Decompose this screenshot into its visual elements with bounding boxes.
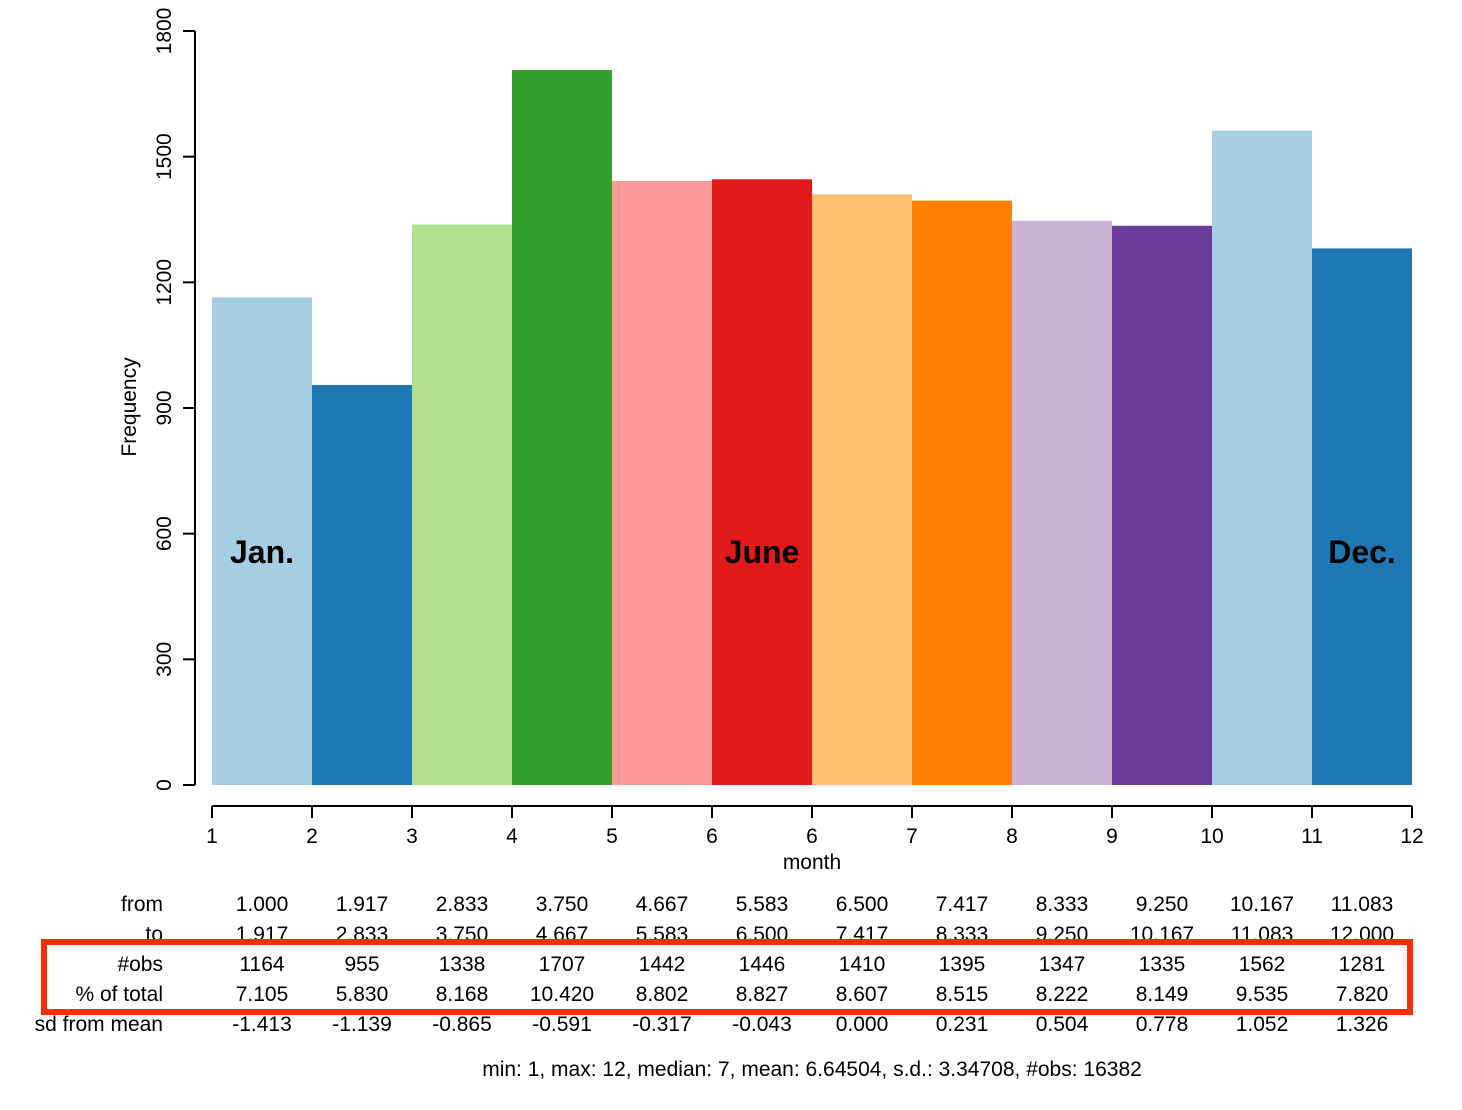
table-row-label-4: sd from mean bbox=[35, 1013, 163, 1036]
table-cell-2-1: 955 bbox=[344, 953, 379, 976]
summary-line: min: 1, max: 12, median: 7, mean: 6.6450… bbox=[482, 1058, 1142, 1081]
table-cell-2-2: 1338 bbox=[439, 953, 486, 976]
x-tick-label-8: 8 bbox=[1006, 825, 1018, 848]
table-cell-2-3: 1707 bbox=[539, 953, 586, 976]
table-cell-4-8: 0.504 bbox=[1036, 1013, 1089, 1036]
bar-8 bbox=[912, 200, 1012, 785]
y-tick-label-0: 0 bbox=[153, 779, 176, 791]
table-cell-4-5: -0.043 bbox=[732, 1013, 792, 1036]
table-row-label-3: % of total bbox=[75, 983, 163, 1006]
table-cell-4-7: 0.231 bbox=[936, 1013, 989, 1036]
table-cell-0-6: 6.500 bbox=[836, 893, 889, 916]
table-cell-3-0: 7.105 bbox=[236, 983, 289, 1006]
annotation-2: June bbox=[725, 534, 800, 570]
table-cell-2-4: 1442 bbox=[639, 953, 686, 976]
table-row-label-2: #obs bbox=[117, 953, 163, 976]
annotation-3: Dec. bbox=[1328, 534, 1396, 570]
table-cell-0-8: 8.333 bbox=[1036, 893, 1089, 916]
x-tick-label-2: 3 bbox=[406, 825, 418, 848]
table-cell-2-5: 1446 bbox=[739, 953, 786, 976]
bar-7 bbox=[812, 194, 912, 785]
table-cell-2-6: 1410 bbox=[839, 953, 886, 976]
x-tick-label-9: 9 bbox=[1106, 825, 1118, 848]
y-axis: 0 300 600 900 1200 1500 1800 bbox=[153, 8, 196, 791]
bar-9 bbox=[1012, 220, 1112, 786]
x-tick-label-11: 11 bbox=[1301, 825, 1323, 848]
bar-2 bbox=[312, 384, 412, 785]
bar-5 bbox=[612, 180, 712, 785]
y-tick-label-6: 1800 bbox=[153, 8, 176, 55]
y-tick-label-4: 1200 bbox=[153, 259, 176, 306]
x-tick-label-1: 2 bbox=[306, 825, 318, 848]
highlight-box bbox=[41, 939, 1413, 1015]
x-tick-label-4: 5 bbox=[606, 825, 618, 848]
table-cell-3-3: 10.420 bbox=[530, 983, 594, 1006]
table-cell-2-10: 1562 bbox=[1239, 953, 1286, 976]
table-cell-3-9: 8.149 bbox=[1136, 983, 1189, 1006]
table-cell-0-1: 1.917 bbox=[336, 893, 389, 916]
x-tick-label-5: 6 bbox=[706, 825, 718, 848]
x-tick-label-10: 10 bbox=[1200, 825, 1223, 848]
table-cell-0-3: 3.750 bbox=[536, 893, 589, 916]
table-row-label-0: from bbox=[121, 893, 163, 916]
y-tick-label-3: 900 bbox=[153, 390, 176, 425]
y-tick-label-1: 300 bbox=[153, 642, 176, 677]
x-axis-title: month bbox=[783, 851, 841, 874]
table-cell-2-7: 1395 bbox=[939, 953, 986, 976]
table-cell-4-3: -0.591 bbox=[532, 1013, 592, 1036]
table-cell-3-1: 5.830 bbox=[336, 983, 389, 1006]
table-cell-4-11: 1.326 bbox=[1336, 1013, 1389, 1036]
x-axis: 1 2 3 4 5 6 6 7 8 9 10 11 12 bbox=[206, 805, 1424, 848]
table-cell-3-5: 8.827 bbox=[736, 983, 789, 1006]
table-cell-3-6: 8.607 bbox=[836, 983, 889, 1006]
y-axis-title: Frequency bbox=[118, 357, 141, 457]
bar-4 bbox=[512, 69, 612, 785]
y-tick-label-2: 600 bbox=[153, 516, 176, 551]
bar-1 bbox=[212, 297, 312, 785]
table-cell-0-4: 4.667 bbox=[636, 893, 689, 916]
table-cell-0-7: 7.417 bbox=[936, 893, 989, 916]
table-cell-2-9: 1335 bbox=[1139, 953, 1186, 976]
table-cell-4-4: -0.317 bbox=[632, 1013, 692, 1036]
x-tick-label-6: 6 bbox=[806, 825, 818, 848]
table-cell-2-0: 1164 bbox=[239, 953, 284, 976]
bar-10 bbox=[1112, 225, 1212, 786]
table-cell-2-8: 1347 bbox=[1039, 953, 1086, 976]
table-cell-3-11: 7.820 bbox=[1336, 983, 1389, 1006]
x-tick-label-0: 1 bbox=[206, 825, 218, 848]
table-cell-3-7: 8.515 bbox=[936, 983, 989, 1006]
table-cell-2-11: 1281 bbox=[1339, 953, 1386, 976]
bar-11 bbox=[1212, 130, 1312, 785]
x-tick-label-7: 7 bbox=[906, 825, 918, 848]
table-cell-0-2: 2.833 bbox=[436, 893, 489, 916]
table-cell-4-2: -0.865 bbox=[432, 1013, 492, 1036]
bars-group bbox=[212, 69, 1412, 786]
x-tick-label-12: 12 bbox=[1400, 825, 1423, 848]
month-annotations: Jan. June Dec. bbox=[230, 534, 1396, 570]
x-tick-label-3: 4 bbox=[506, 825, 518, 848]
table-cell-3-8: 8.222 bbox=[1036, 983, 1089, 1006]
bar-3 bbox=[412, 224, 512, 785]
table-cell-4-9: 0.778 bbox=[1136, 1013, 1189, 1036]
table-cell-4-10: 1.052 bbox=[1236, 1013, 1289, 1036]
bar-6 bbox=[712, 179, 812, 785]
table-cell-3-4: 8.802 bbox=[636, 983, 689, 1006]
table-cell-4-1: -1.139 bbox=[332, 1013, 392, 1036]
table-cell-0-9: 9.250 bbox=[1136, 893, 1189, 916]
bar-12 bbox=[1312, 248, 1412, 786]
table-cell-3-10: 9.535 bbox=[1236, 983, 1289, 1006]
table-cell-4-0: -1.413 bbox=[232, 1013, 292, 1036]
y-tick-label-5: 1500 bbox=[153, 133, 176, 180]
table-cell-3-2: 8.168 bbox=[436, 983, 489, 1006]
table-cell-4-6: 0.000 bbox=[836, 1013, 889, 1036]
table-cell-0-5: 5.583 bbox=[736, 893, 789, 916]
annotation-1: Jan. bbox=[230, 534, 294, 570]
table-cell-0-10: 10.167 bbox=[1230, 893, 1294, 916]
table-cell-0-11: 11.083 bbox=[1331, 893, 1394, 916]
table-cell-0-0: 1.000 bbox=[236, 893, 289, 916]
